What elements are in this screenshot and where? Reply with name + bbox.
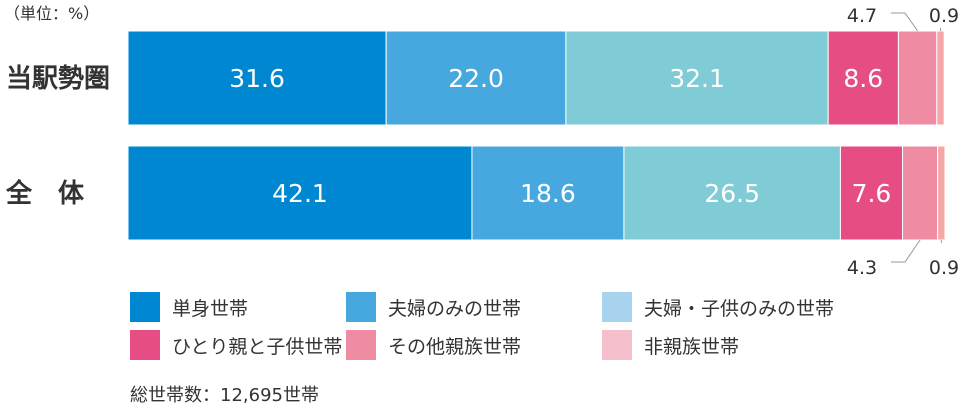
data-label-overall-single-parent: 7.6 (852, 179, 892, 208)
bar-area-couple (385, 30, 567, 126)
total-households: 総世帯数：12,695世帯 (130, 385, 319, 406)
data-label-overall-other-relatives: 4.3 (847, 257, 877, 279)
data-label-area-couple: 22.0 (448, 64, 504, 93)
legend-label-couple: 夫婦のみの世帯 (388, 297, 522, 320)
data-label-overall-couple: 18.6 (520, 179, 576, 208)
legend-item-non-relatives: 非親族世帯 (602, 330, 862, 360)
legend-item-couple-children: 夫婦・子供のみの世帯 (602, 292, 862, 322)
legend-item-other-relatives: その他親族世帯 (346, 330, 602, 360)
bar-area-other-relatives (897, 30, 938, 126)
legend-label-couple-children: 夫婦・子供のみの世帯 (644, 297, 835, 320)
legend-label-single: 単身世帯 (172, 297, 249, 320)
legend-label-non-relatives: 非親族世帯 (644, 335, 740, 358)
legend-label-single-parent: ひとり親と子供世帯 (172, 335, 343, 358)
bar-overall-other-relatives (902, 145, 939, 241)
bar-area-non-relatives (936, 30, 945, 126)
legend-swatch-other-relatives (346, 330, 376, 360)
stacked-bar-chart: 当駅勢圏 31.6 22.0 32.1 8.6 4.7 0.9 全 体 42.1 18.6 26.5… (5, 5, 959, 279)
legend-swatch-couple (346, 292, 376, 322)
bar-overall-couple (471, 145, 625, 241)
data-label-area-non-relatives: 0.9 (929, 5, 959, 27)
data-label-overall-non-relatives: 0.9 (929, 257, 959, 279)
legend-item-single-parent: ひとり親と子供世帯 (130, 330, 346, 360)
data-label-area-single-parent: 8.6 (843, 64, 883, 93)
leader-line-area-other-relatives (891, 12, 919, 32)
legend-swatch-non-relatives (602, 330, 632, 360)
legend-swatch-single (130, 292, 160, 322)
bar-overall-single (127, 145, 473, 241)
legend-swatch-couple-children (602, 292, 632, 322)
legend-row-1: 単身世帯 夫婦のみの世帯 夫婦・子供のみの世帯 (130, 288, 950, 326)
bar-overall-couple-children (623, 145, 841, 241)
bar-overall-non-relatives (937, 145, 946, 241)
category-label-overall: 全 体 (5, 178, 85, 209)
data-label-area-couple-children: 32.1 (669, 64, 725, 93)
legend-label-other-relatives: その他親族世帯 (388, 335, 522, 358)
legend-swatch-single-parent (130, 330, 160, 360)
unit-note: （単位：%） (4, 4, 100, 23)
legend: 単身世帯 夫婦のみの世帯 夫婦・子供のみの世帯 ひとり親と子供世帯 その他親族世… (130, 288, 950, 364)
data-label-area-other-relatives: 4.7 (847, 5, 877, 27)
legend-item-couple: 夫婦のみの世帯 (346, 292, 602, 322)
data-label-area-single: 31.6 (229, 64, 285, 93)
leader-line-overall-other-relatives (891, 239, 921, 263)
data-label-overall-single: 42.1 (272, 179, 328, 208)
legend-row-2: ひとり親と子供世帯 その他親族世帯 非親族世帯 (130, 326, 950, 364)
legend-item-single: 単身世帯 (130, 292, 346, 322)
category-label-area: 当駅勢圏 (6, 64, 110, 94)
data-label-overall-couple-children: 26.5 (704, 179, 760, 208)
